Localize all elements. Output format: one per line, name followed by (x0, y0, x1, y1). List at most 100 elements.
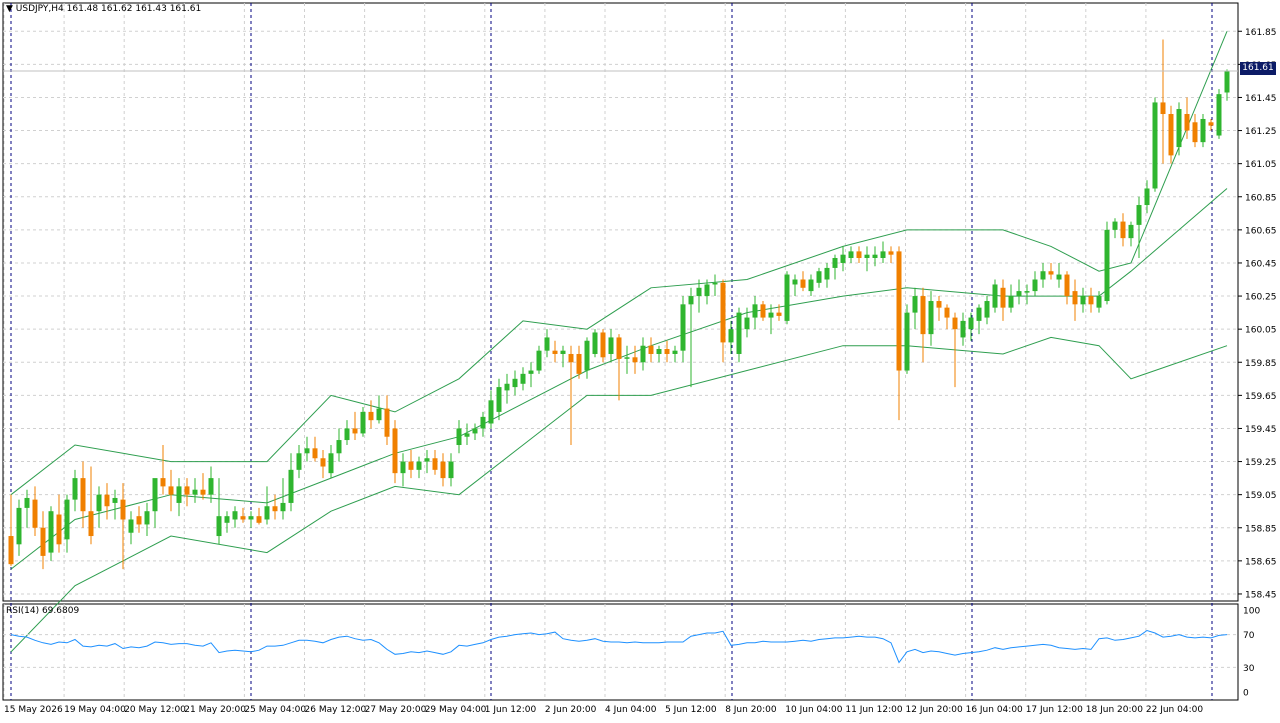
candle (600, 329, 606, 363)
candle-body (856, 251, 862, 258)
candle-body (80, 478, 86, 512)
candle (616, 334, 622, 401)
candle (360, 406, 366, 437)
candle (1112, 218, 1118, 239)
candle-body (408, 461, 414, 470)
candle-body (88, 511, 94, 537)
time-axis-label: 25 May 04:00 (244, 705, 306, 715)
candle (504, 373, 510, 404)
candle (376, 395, 382, 424)
candle (192, 478, 198, 503)
candle (184, 478, 190, 507)
candle-body (1192, 122, 1198, 143)
candle (784, 271, 790, 325)
candle-body (880, 251, 886, 258)
candle-body (1112, 221, 1118, 230)
candle-body (1048, 271, 1054, 275)
candle (584, 337, 590, 379)
price-tick-label: 160.45 (1245, 259, 1277, 269)
candle (648, 337, 654, 363)
candle-body (144, 511, 150, 525)
candle-body (64, 499, 70, 540)
candle (744, 307, 750, 338)
candle (320, 449, 326, 479)
candle-body (1032, 279, 1038, 292)
time-axis-label: 2 Jun 20:00 (545, 705, 597, 715)
price-tick-label: 159.05 (1245, 491, 1277, 501)
time-axis-label: 11 Jun 12:00 (845, 705, 902, 715)
candle-body (432, 458, 438, 470)
candle (416, 456, 422, 479)
candle (240, 507, 246, 523)
candle-body (296, 453, 302, 470)
candle-body (1000, 287, 1006, 308)
candle (544, 329, 550, 358)
candle (896, 246, 902, 421)
candle (280, 478, 286, 520)
candle (808, 274, 814, 297)
candle-body (520, 373, 526, 384)
candle (96, 486, 102, 528)
candle (640, 337, 646, 371)
candle (48, 506, 54, 561)
candle (720, 279, 726, 363)
time-axis-label: 19 May 04:00 (64, 705, 126, 715)
candle (384, 395, 390, 446)
candle (1048, 262, 1054, 280)
candle-body (1072, 291, 1078, 305)
candle-body (976, 307, 982, 321)
candle (112, 489, 118, 520)
candle-body (1096, 296, 1102, 308)
candle (312, 436, 318, 462)
candle (1024, 284, 1030, 305)
candle-body (56, 514, 62, 545)
candle-body (1088, 296, 1094, 305)
price-tick-label: 159.85 (1245, 359, 1277, 369)
time-axis-label: 22 Jun 04:00 (1146, 705, 1203, 715)
candle-body (512, 378, 518, 388)
price-tick-label: 160.65 (1245, 226, 1277, 236)
candle-body (600, 332, 606, 358)
candle-body (760, 304, 766, 318)
candle-body (1152, 102, 1158, 189)
candle (176, 478, 182, 517)
candle (696, 279, 702, 313)
candle (1072, 279, 1078, 321)
candle-body (128, 519, 134, 533)
candle-body (416, 461, 422, 470)
candle (952, 312, 958, 388)
candle (752, 296, 758, 330)
candle (536, 345, 542, 374)
time-axis-label: 18 Jun 20:00 (1086, 705, 1143, 715)
time-axis-label: 1 Jun 12:00 (485, 705, 537, 715)
candle (1168, 105, 1174, 164)
candle (392, 420, 398, 484)
candle-body (208, 478, 214, 495)
price-tick-label: 161.25 (1245, 127, 1277, 137)
candle-body (424, 458, 430, 462)
candle (1016, 279, 1022, 305)
candle-body (440, 461, 446, 479)
candle (152, 478, 158, 528)
candle-body (688, 296, 694, 305)
candle-body (48, 511, 54, 553)
candle-body (384, 408, 390, 437)
candle (672, 345, 678, 363)
candle (440, 453, 446, 487)
candle (80, 461, 86, 528)
candle-body (1120, 221, 1126, 239)
candle (1208, 118, 1214, 131)
dropdown-triangle-icon[interactable]: ▼ (6, 4, 13, 14)
candle-body (680, 304, 686, 351)
candle (464, 423, 470, 446)
candle-body (1016, 291, 1022, 297)
candle (688, 287, 694, 388)
candle (880, 241, 886, 263)
candle (976, 304, 982, 335)
candle-body (792, 279, 798, 285)
candle (200, 473, 206, 500)
candle-body (608, 337, 614, 354)
candle (32, 486, 38, 537)
